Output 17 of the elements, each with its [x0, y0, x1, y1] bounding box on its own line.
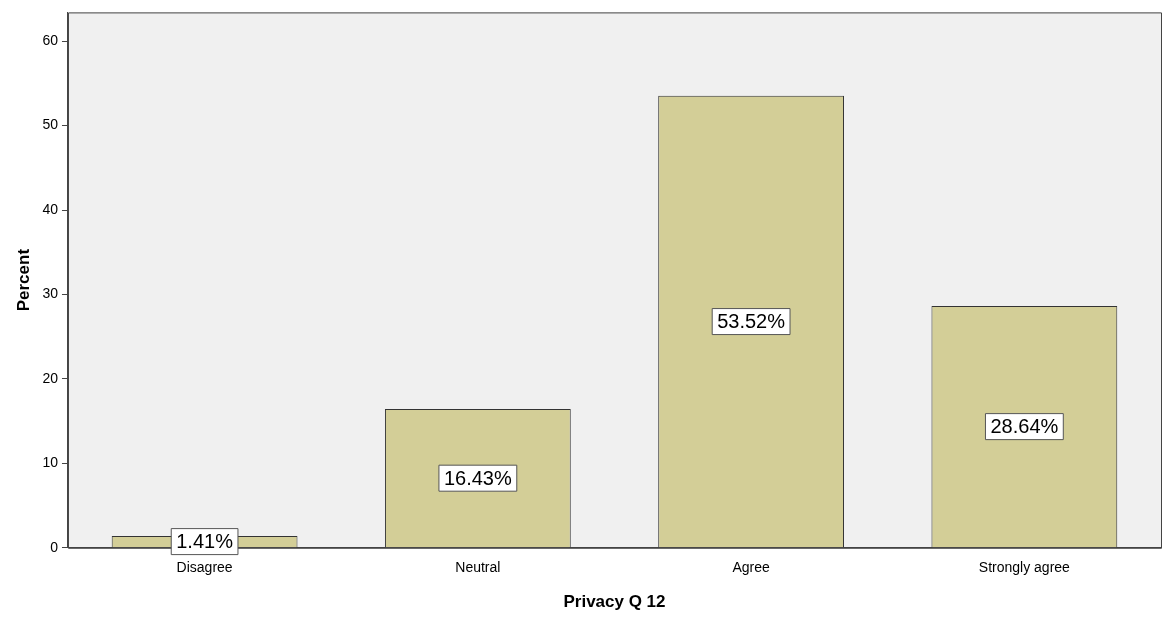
- data-label: 1.41%: [176, 530, 234, 553]
- y-tick-label: 30: [42, 285, 59, 302]
- data-label: 28.64%: [990, 415, 1059, 438]
- x-tick-label: Agree: [732, 559, 771, 576]
- y-tick-label: 0: [50, 538, 59, 555]
- y-tick-label: 10: [42, 454, 59, 471]
- y-tick-label: 20: [42, 369, 59, 386]
- y-tick-label: 50: [42, 116, 59, 133]
- x-tick-label: Disagree: [176, 559, 233, 576]
- y-tick-label: 40: [42, 200, 59, 217]
- data-label: 16.43%: [443, 466, 512, 489]
- y-tick-label: 60: [42, 31, 59, 48]
- y-axis-title: Percent: [13, 248, 33, 312]
- x-tick-label: Neutral: [455, 559, 501, 576]
- x-axis-title: Privacy Q 12: [563, 592, 666, 612]
- data-label: 53.52%: [717, 310, 786, 333]
- x-tick-label: Strongly agree: [978, 559, 1071, 576]
